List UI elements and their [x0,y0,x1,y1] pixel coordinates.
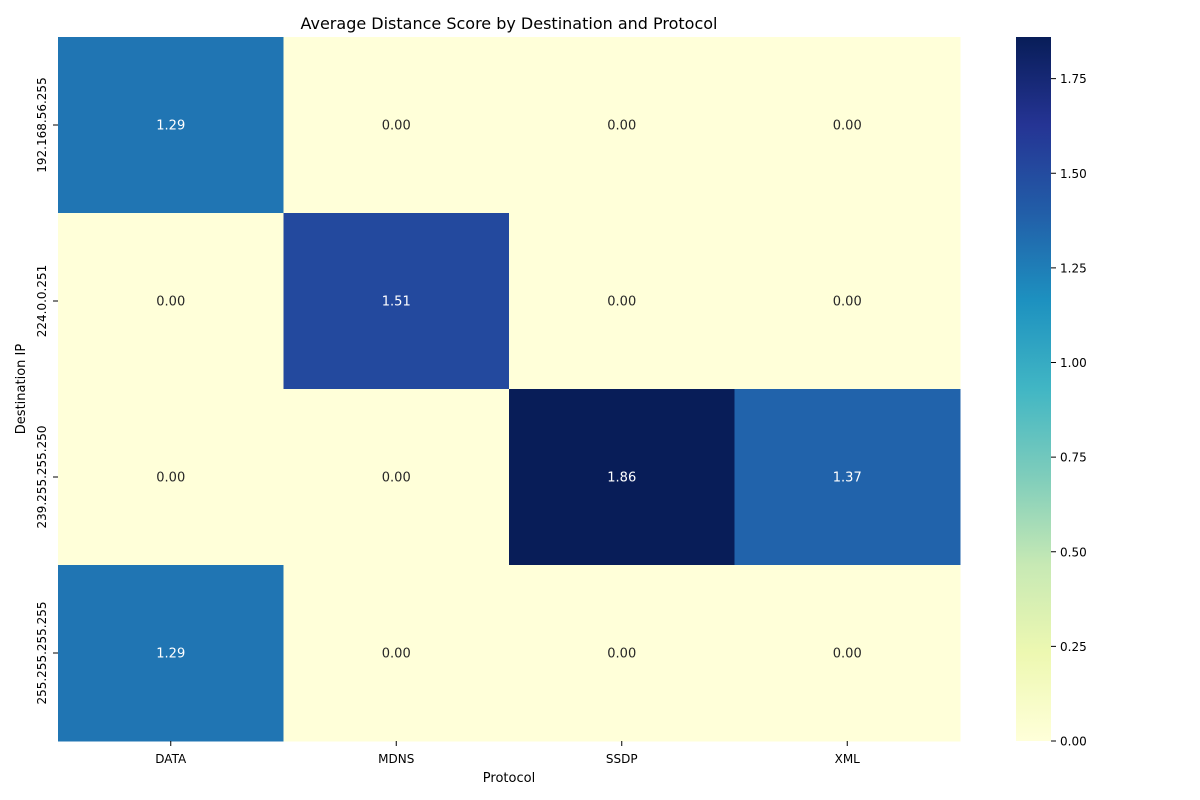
colorbar: 0.00 0.25 0.50 0.75 1.00 1.25 1.50 1.75 [1016,37,1087,749]
heatmap-cell [509,565,735,742]
heatmap-cell [58,213,284,390]
cell-value-label: 0.00 [833,119,862,134]
heatmap-cell [58,37,284,214]
x-tick-label: MDNS [378,752,414,766]
heatmap-cell [509,213,735,390]
cell-value-label: 0.00 [156,295,185,310]
cell-value-label: 0.00 [382,647,411,662]
y-tick-label: 224.0.0.251 [35,265,49,338]
cell-value-label: 0.00 [382,471,411,486]
heatmap-cell-labels: 1.29 0.00 0.00 0.00 0.00 1.51 0.00 0.00 0.00 0.00… [156,119,861,662]
heatmap-cell [734,565,961,742]
cell-value-label: 0.00 [607,295,636,310]
x-tick-label: XML [835,752,861,766]
heatmap-cell [509,389,735,566]
cell-value-label: 0.00 [607,119,636,134]
heatmap-cell [734,213,961,390]
cell-value-label: 1.37 [833,471,862,486]
cell-value-label: 0.00 [382,119,411,134]
cell-value-label: 0.00 [833,295,862,310]
chart-title: Average Distance Score by Destination an… [300,14,717,33]
colorbar-ticks: 0.00 0.25 0.50 0.75 1.00 1.25 1.50 1.75 [1051,72,1087,749]
heatmap-cells [58,37,961,742]
colorbar-tick-label: 1.25 [1060,261,1087,275]
colorbar-tick-label: 0.75 [1060,451,1087,465]
cell-value-label: 1.51 [382,295,411,310]
cell-value-label: 1.29 [156,647,185,662]
colorbar-tick-label: 1.00 [1060,356,1087,370]
colorbar-tick-label: 0.25 [1060,640,1087,654]
colorbar-tick-label: 1.75 [1060,72,1087,86]
heatmap-cell [283,37,510,214]
x-tick-label: SSDP [606,752,638,766]
heatmap-cell [283,213,510,390]
cell-value-label: 1.29 [156,119,185,134]
x-axis: DATA MDNS SSDP XML [155,741,860,766]
x-tick-label: DATA [155,752,187,766]
cell-value-label: 0.00 [607,647,636,662]
y-tick-label: 239.255.255.250 [35,425,49,528]
y-axis-label: Destination IP [14,344,29,435]
cell-value-label: 0.00 [833,647,862,662]
y-axis: 192.168.56.255 224.0.0.251 239.255.255.250… [35,77,58,705]
y-tick-label: 192.168.56.255 [35,77,49,172]
heatmap-cell [58,565,284,742]
heatmap-cell [283,565,510,742]
heatmap-cell [509,37,735,214]
heatmap-cell [734,37,961,214]
colorbar-tick-label: 0.50 [1060,545,1087,559]
cell-value-label: 1.86 [607,471,636,486]
heatmap-cell [58,389,284,566]
cell-value-label: 0.00 [156,471,185,486]
y-tick-label: 255.255.255.255 [35,601,49,704]
x-axis-label: Protocol [483,771,535,786]
colorbar-gradient [1016,37,1051,741]
heatmap-cell [283,389,510,566]
heatmap-cell [734,389,961,566]
colorbar-tick-label: 0.00 [1060,735,1087,749]
colorbar-tick-label: 1.50 [1060,167,1087,181]
